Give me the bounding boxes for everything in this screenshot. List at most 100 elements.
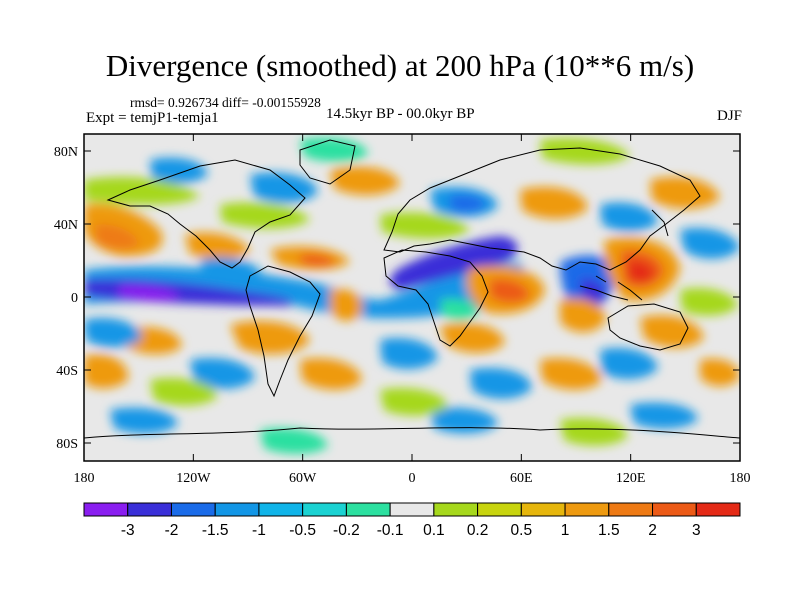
colorbar-label: -2	[165, 522, 179, 539]
field-blob	[540, 137, 630, 165]
colorbar-swatch	[214, 502, 260, 517]
y-tick-label: 0	[71, 291, 78, 306]
field-blob	[185, 232, 250, 260]
field-blob	[95, 224, 140, 250]
colorbar-label: -1	[252, 522, 266, 539]
y-tick-label: 80S	[56, 437, 78, 452]
field-blob	[680, 228, 740, 259]
coastline-south-america	[245, 265, 321, 398]
field-blob	[300, 358, 362, 390]
y-tick-label: 40S	[56, 364, 78, 379]
colorbar-swatch	[258, 502, 304, 517]
colorbar: -3 -2 -1.5 -1 -0.5 -0.2 -0.1 0.1 0.2 0.5 1 1.5 2 3	[83, 502, 741, 539]
colorbar-swatch	[170, 502, 216, 517]
colorbar-label: 2	[648, 522, 657, 539]
field-blob	[430, 407, 498, 434]
field-blob	[260, 427, 328, 454]
field-blob	[220, 202, 310, 229]
field-blob	[450, 194, 486, 213]
field-blob	[650, 176, 720, 209]
divergence-field	[84, 137, 740, 454]
colorbar-label: -0.2	[333, 522, 360, 539]
colorbar-swatch	[520, 502, 566, 517]
field-blob	[200, 257, 262, 282]
colorbar-label: -3	[121, 522, 135, 539]
x-tick-label: 180	[74, 471, 95, 486]
field-blob	[300, 137, 368, 162]
colorbar-swatch	[127, 502, 172, 517]
x-axis: 180 120W 60W 0 60E 120E 180	[74, 134, 751, 486]
field-blob	[389, 236, 518, 290]
coastline-antarctica	[84, 427, 740, 439]
field-blob	[440, 322, 505, 353]
coastline-africa	[383, 249, 489, 347]
coastline-japan	[651, 209, 669, 237]
field-blob	[380, 212, 470, 239]
field-blob	[84, 354, 129, 389]
x-tick-label: 120E	[616, 471, 646, 486]
colorbar-label: -1.5	[202, 522, 229, 539]
field-blob	[118, 285, 180, 300]
field-blob	[490, 278, 530, 303]
coastline-indonesia	[579, 275, 643, 301]
colorbar-label: 1.5	[598, 522, 620, 539]
field-blob	[150, 377, 218, 406]
x-tick-label: 60E	[510, 471, 533, 486]
coastline-greenland	[299, 139, 356, 185]
field-blob	[470, 368, 532, 399]
field-blob	[628, 260, 654, 282]
field-blob	[640, 315, 704, 348]
y-tick-label: 40N	[54, 218, 78, 233]
colorbar-swatch	[389, 502, 435, 517]
field-blob	[190, 358, 255, 389]
colorbar-swatch	[83, 502, 129, 517]
field-blob	[520, 186, 588, 219]
colorbar-swatch	[345, 502, 391, 517]
colorbar-label: 0.2	[467, 522, 489, 539]
period-label: 14.5kyr BP - 00.0kyr BP	[326, 106, 475, 122]
field-blob	[110, 407, 178, 434]
x-tick-label: 180	[730, 471, 751, 486]
season-label: DJF	[716, 108, 742, 124]
field-blob	[150, 157, 208, 184]
colorbar-label: -0.5	[289, 522, 316, 539]
field-blob	[560, 298, 606, 333]
colorbar-swatch	[695, 502, 741, 517]
x-tick-label: 60W	[289, 471, 317, 486]
x-tick-label: 0	[409, 471, 416, 486]
coastline-north-america	[106, 159, 306, 269]
colorbar-label: 0.5	[511, 522, 533, 539]
field-blob	[560, 417, 628, 446]
field-blob	[84, 261, 540, 319]
field-blob	[600, 202, 658, 232]
field-blob	[680, 287, 738, 316]
chart-title: Divergence (smoothed) at 200 hPa (10**6 …	[105, 48, 695, 83]
field-blob	[600, 348, 658, 380]
field-blob	[300, 254, 336, 267]
colorbar-label: 3	[692, 522, 701, 539]
field-blob	[540, 358, 602, 390]
experiment-label: Expt = temjP1-temja1	[86, 110, 219, 126]
field-blob	[630, 402, 698, 429]
stats-label: rmsd= 0.926734 diff= -0.00155928	[130, 95, 321, 110]
colorbar-label: 0.1	[423, 522, 445, 539]
field-blob	[330, 289, 363, 321]
colorbar-label: -0.1	[377, 522, 404, 539]
field-blob	[580, 278, 606, 304]
field-blob	[330, 166, 400, 196]
map-field	[84, 134, 740, 461]
colorbar-label: 1	[561, 522, 570, 539]
y-axis: 80N 40N 0 40S 80S	[54, 145, 740, 452]
x-tick-label: 120W	[176, 471, 211, 486]
colorbar-swatch	[302, 502, 347, 517]
y-tick-label: 80N	[54, 145, 78, 160]
coastline-eurasia	[383, 147, 701, 271]
colorbar-swatch	[477, 502, 522, 517]
coastlines	[84, 139, 740, 439]
colorbar-swatch	[564, 502, 610, 517]
field-blob	[230, 320, 310, 355]
field-blob	[380, 338, 438, 370]
colorbar-swatch	[652, 502, 697, 517]
field-blob	[84, 318, 142, 348]
